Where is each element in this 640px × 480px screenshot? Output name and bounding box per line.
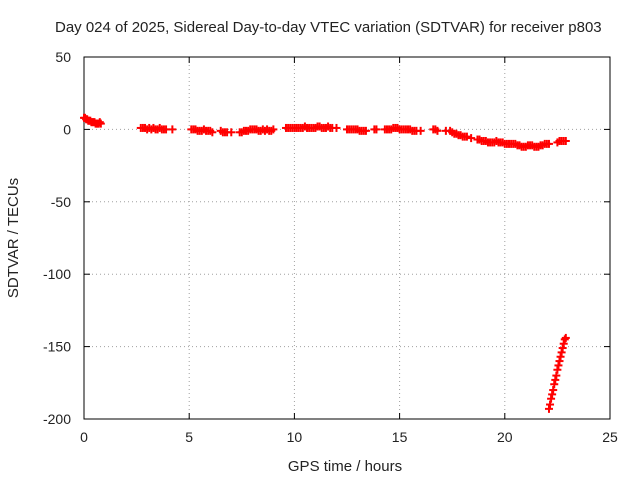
axes <box>83 56 611 420</box>
y-tick-label: 0 <box>63 121 71 137</box>
data-point <box>558 344 567 353</box>
data-point <box>544 404 553 413</box>
data-point <box>551 375 560 384</box>
data-point <box>552 371 561 380</box>
data-point <box>560 335 569 344</box>
x-axis-label: GPS time / hours <box>288 458 402 475</box>
data-point <box>554 361 563 370</box>
data-point <box>96 119 105 128</box>
x-tick-label: 10 <box>287 429 303 445</box>
x-tick-label: 25 <box>602 429 618 445</box>
data-point <box>549 386 558 395</box>
data-point <box>95 118 104 127</box>
tick-labels: 0 5 10 15 20 25 50 0 -50 -100 -150 -200 <box>43 49 618 445</box>
y-axis-label: SDTVAR / TECUs <box>5 178 22 298</box>
y-tick-label: -150 <box>43 339 71 355</box>
data-point <box>546 400 555 409</box>
x-tick-label: 15 <box>392 429 408 445</box>
data-point <box>332 123 341 132</box>
data-series <box>80 113 570 413</box>
data-point <box>467 134 476 143</box>
x-tick-label: 0 <box>80 429 88 445</box>
data-point <box>416 126 425 135</box>
data-point <box>462 132 471 141</box>
data-point <box>547 394 556 403</box>
data-point <box>557 348 566 357</box>
data-point <box>556 352 565 361</box>
x-tick-label: 20 <box>497 429 513 445</box>
data-point <box>208 128 217 137</box>
data-point <box>553 365 562 374</box>
data-point <box>372 125 381 134</box>
data-point <box>548 390 557 399</box>
data-point <box>555 357 564 366</box>
data-point <box>361 126 370 135</box>
x-tick-label: 5 <box>185 429 193 445</box>
chart-title: Day 024 of 2025, Sidereal Day-to-day VTE… <box>55 19 602 36</box>
plot-frame <box>83 56 611 420</box>
y-tick-label: -200 <box>43 411 71 427</box>
data-point <box>550 380 559 389</box>
y-tick-label: 50 <box>55 49 71 65</box>
grid <box>84 57 610 419</box>
data-point <box>227 128 236 137</box>
y-tick-label: -100 <box>43 266 71 282</box>
y-tick-label: -50 <box>51 194 71 210</box>
data-point <box>433 126 442 135</box>
data-point <box>168 125 177 134</box>
data-point <box>544 139 553 148</box>
data-point <box>269 125 278 134</box>
data-point <box>561 333 570 342</box>
data-point <box>559 339 568 348</box>
data-point <box>561 136 570 145</box>
